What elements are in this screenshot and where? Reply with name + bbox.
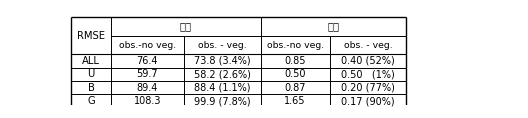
Text: 풍향: 풍향 (180, 22, 192, 32)
Text: 73.8 (3.4%): 73.8 (3.4%) (194, 56, 251, 66)
Text: obs.-no veg.: obs.-no veg. (119, 41, 176, 50)
Text: 1.65: 1.65 (285, 96, 306, 106)
Text: RMSE: RMSE (77, 31, 105, 40)
Text: U: U (87, 69, 95, 79)
Text: 58.2 (2.6%): 58.2 (2.6%) (194, 69, 251, 79)
Text: 0.20 (77%): 0.20 (77%) (341, 83, 395, 93)
Text: 0.17 (90%): 0.17 (90%) (341, 96, 395, 106)
Text: ALL: ALL (82, 56, 100, 66)
Text: obs.-no veg.: obs.-no veg. (267, 41, 324, 50)
Text: 88.4 (1.1%): 88.4 (1.1%) (194, 83, 251, 93)
Text: G: G (87, 96, 95, 106)
Text: 0.50: 0.50 (285, 69, 306, 79)
Text: obs. - veg.: obs. - veg. (344, 41, 392, 50)
Text: 0.40 (52%): 0.40 (52%) (341, 56, 395, 66)
Text: 108.3: 108.3 (134, 96, 161, 106)
Text: obs. - veg.: obs. - veg. (198, 41, 247, 50)
Text: 99.9 (7.8%): 99.9 (7.8%) (194, 96, 251, 106)
Text: 59.7: 59.7 (137, 69, 158, 79)
Text: 0.85: 0.85 (285, 56, 306, 66)
Text: 89.4: 89.4 (137, 83, 158, 93)
Text: 풍속: 풍속 (327, 22, 340, 32)
Text: B: B (88, 83, 95, 93)
Text: 0.50   (1%): 0.50 (1%) (341, 69, 395, 79)
Text: 0.87: 0.87 (285, 83, 306, 93)
Text: 76.4: 76.4 (137, 56, 158, 66)
